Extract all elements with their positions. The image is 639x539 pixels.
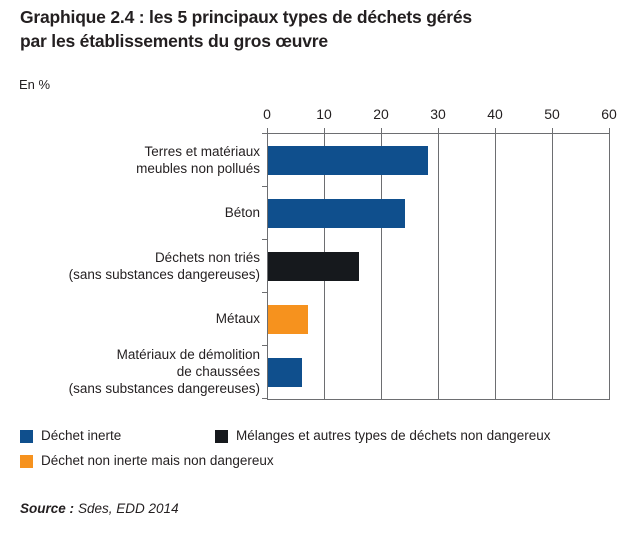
y-tick-mark (262, 345, 267, 346)
bar (268, 252, 359, 281)
chart-title-line-2: par les établissements du gros œuvre (20, 31, 328, 51)
gridline (552, 134, 553, 399)
bar (268, 146, 428, 175)
source-note: Source : Sdes, EDD 2014 (20, 501, 179, 516)
x-tick-mark (609, 128, 610, 133)
legend-item: Déchet non inerte mais non dangereux (20, 453, 274, 469)
x-tick-mark (324, 128, 325, 133)
x-tick-label: 10 (316, 106, 332, 122)
chart-title-line-1: Graphique 2.4 : les 5 principaux types d… (20, 7, 472, 27)
gridline (381, 134, 382, 399)
unit-label: En % (19, 77, 51, 92)
x-tick-mark (267, 128, 268, 133)
chart-title: Graphique 2.4 : les 5 principaux types d… (20, 5, 472, 53)
legend-swatch (215, 429, 228, 443)
x-tick-label: 0 (263, 106, 271, 122)
category-label: Matériaux de démolition de chaussées (sans… (10, 345, 260, 398)
bar (268, 358, 302, 387)
category-label-line: (sans substances dangereuses) (68, 266, 260, 282)
legend-label: Déchet non inerte mais non dangereux (41, 453, 274, 468)
x-tick-mark (552, 128, 553, 133)
category-label: Métaux (10, 292, 260, 345)
category-label-line: meubles non pollués (136, 160, 260, 176)
source-label: Source : (20, 501, 75, 516)
category-label: Déchets non triés (sans substances danger… (10, 239, 260, 292)
legend-swatch (20, 429, 33, 443)
category-label-line: Matériaux de démolition (116, 347, 260, 362)
y-tick-mark (262, 186, 267, 187)
y-tick-mark (262, 133, 267, 134)
x-tick-mark (438, 128, 439, 133)
y-tick-mark (262, 292, 267, 293)
category-label-line: Métaux (215, 311, 260, 326)
plot-area (267, 133, 610, 400)
gridline (609, 134, 610, 399)
x-tick-mark (495, 128, 496, 133)
gridline (495, 134, 496, 399)
category-label: Béton (10, 186, 260, 239)
legend-item: Déchet inerte (20, 428, 215, 444)
category-label-line: de chaussées (176, 364, 260, 379)
y-tick-mark (262, 239, 267, 240)
x-tick-label: 40 (487, 106, 503, 122)
legend-label: Mélanges et autres types de déchets non … (236, 428, 551, 443)
x-tick-label: 60 (601, 106, 617, 122)
legend-item: Mélanges et autres types de déchets non … (215, 428, 550, 444)
category-label-line: Béton (224, 205, 260, 220)
legend-label: Déchet inerte (41, 428, 122, 443)
x-tick-label: 20 (373, 106, 389, 122)
category-label: Terres et matériaux meubles non pollués (10, 133, 260, 186)
bar (268, 199, 405, 228)
y-tick-mark (262, 398, 267, 399)
category-label-line: Terres et matériaux (144, 143, 260, 159)
x-tick-label: 50 (544, 106, 560, 122)
legend: Déchet inerte Mélanges et autres types de… (20, 428, 629, 469)
category-label-line: Déchets non triés (154, 249, 260, 265)
source-value: Sdes, EDD 2014 (78, 501, 179, 516)
bar (268, 305, 308, 334)
category-label-line: (sans substances dangereuses) (68, 381, 260, 396)
x-tick-label: 30 (430, 106, 446, 122)
x-tick-mark (381, 128, 382, 133)
legend-swatch (20, 454, 33, 468)
gridline (438, 134, 439, 399)
